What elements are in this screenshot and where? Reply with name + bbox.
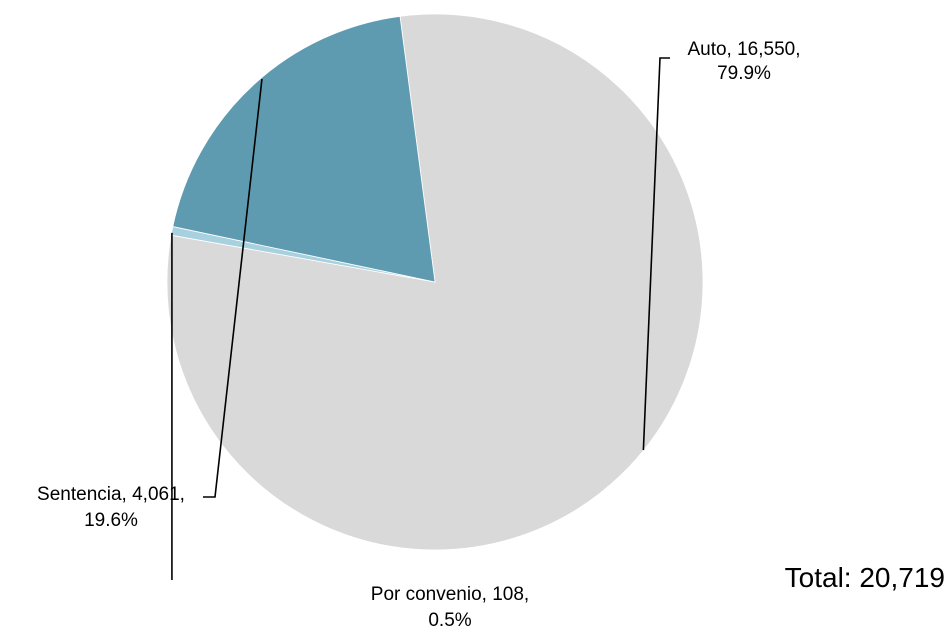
- slice-label-sentencia-line2: 19.6%: [84, 510, 138, 531]
- leader-lines: [171, 57, 670, 580]
- slice-label-auto-line2: 79.9%: [717, 63, 771, 84]
- slice-labels: Auto, 16,550, 79.9% Por convenio, 108, 0.5%…: [37, 39, 800, 631]
- leader-line-sentencia: [203, 78, 263, 498]
- pie-slices: [166, 13, 704, 551]
- slice-label-auto-line1: Auto, 16,550,: [687, 39, 800, 60]
- slice-label-por-convenio-line1: Por convenio, 108,: [371, 584, 529, 605]
- slice-label-por-convenio-line2: 0.5%: [428, 610, 471, 631]
- pie-slice-sentencia: [172, 15, 436, 283]
- slice-label-sentencia-line1: Sentencia, 4,061,: [37, 484, 185, 505]
- total-label: Total: 20,719: [785, 562, 945, 593]
- leader-line-auto: [642, 57, 670, 451]
